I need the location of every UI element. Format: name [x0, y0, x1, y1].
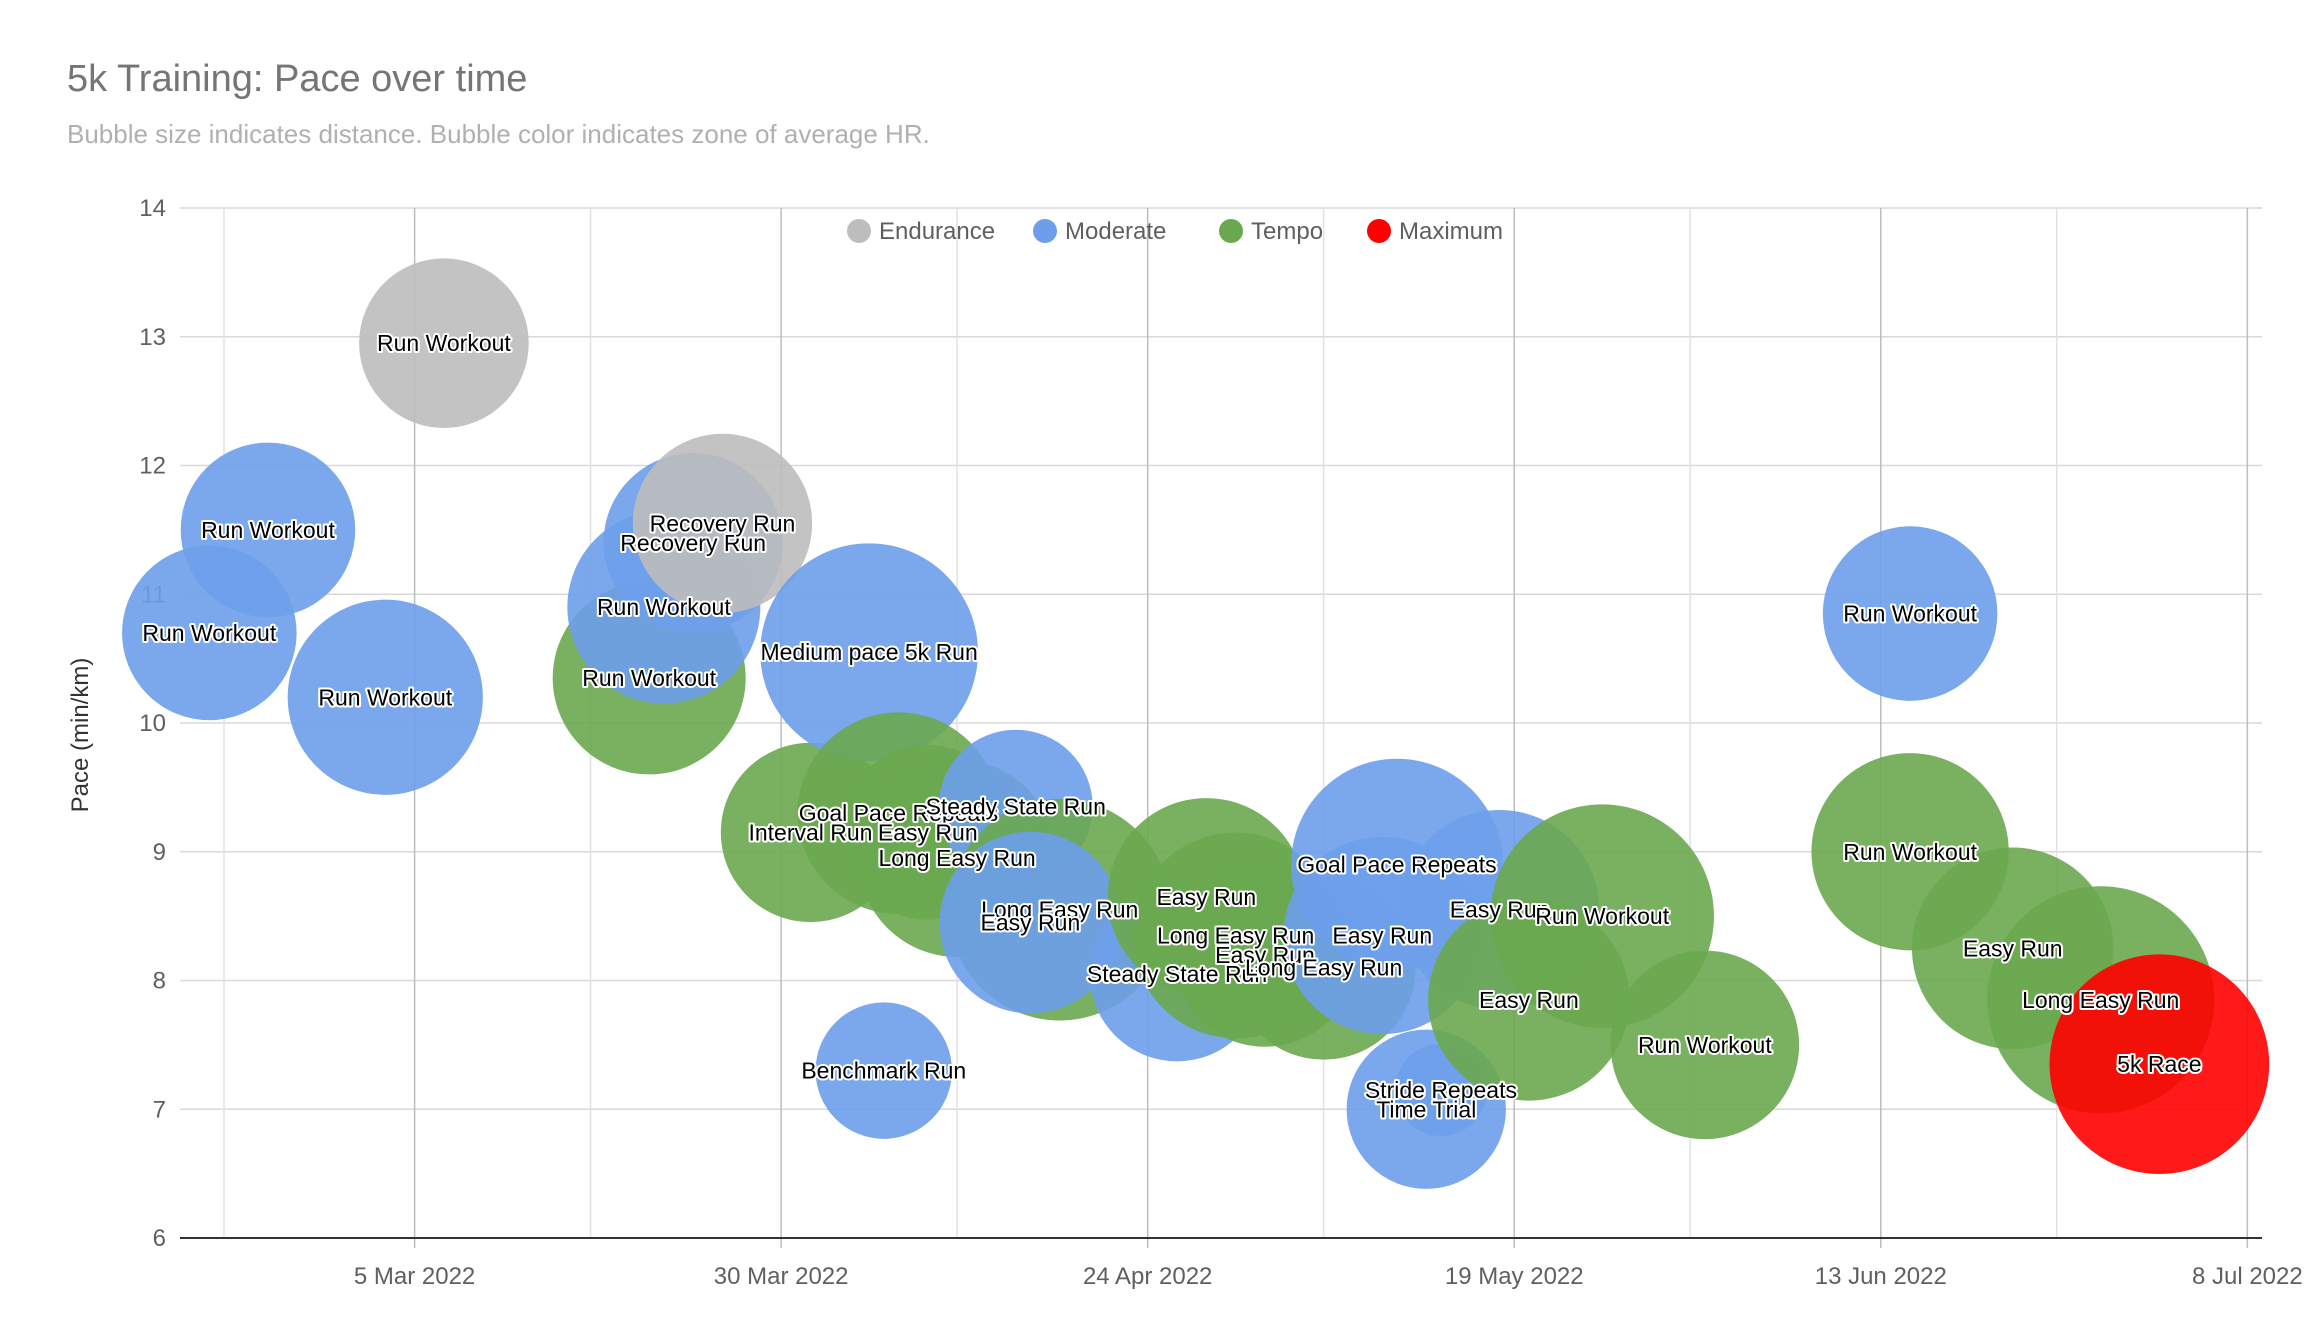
bubble-label: Run Workout	[582, 665, 716, 691]
bubble-label: Long Easy Run	[1245, 955, 1402, 981]
legend-swatch-maximum	[1367, 219, 1391, 243]
y-tick-label: 10	[139, 710, 166, 737]
bubble-label: Easy Run	[1332, 922, 1432, 948]
bubble-label: 5k Race	[2117, 1051, 2201, 1077]
bubble-label: Long Easy Run	[878, 845, 1035, 871]
bubble-labels: Run Workout Run Workout Run Workout Run Wor…	[140, 328, 2203, 1124]
y-tick-label: 14	[139, 195, 166, 222]
bubble-label: Easy Run	[1215, 942, 1315, 968]
bubble-label: Easy Run	[1156, 884, 1256, 910]
bubble-label: Goal Pace Repeats	[799, 800, 998, 826]
bubble-label: Easy Run	[1479, 987, 1579, 1013]
x-tick-label: 24 Apr 2022	[1083, 1263, 1212, 1290]
legend-swatch-endurance	[847, 219, 871, 243]
legend-swatch-moderate	[1033, 219, 1057, 243]
bubble-label: Run Workout	[1535, 903, 1669, 929]
bubble-moderate	[939, 831, 1122, 1014]
bubble-label: Time Trial	[1376, 1096, 1476, 1122]
bubble-label: Benchmark Run	[801, 1058, 966, 1084]
bubble-label: Steady State Run	[926, 794, 1106, 820]
x-tick-label: 19 May 2022	[1445, 1263, 1584, 1290]
bubble-label: Stride Repeats	[1365, 1077, 1517, 1103]
bubble-label: Recovery Run	[650, 510, 796, 536]
bubble-label: Run Workout	[377, 330, 511, 356]
y-tick-label: 12	[139, 453, 166, 480]
legend: Endurance Moderate Tempo Maximum	[847, 218, 1503, 245]
y-tick-label: 9	[153, 839, 166, 866]
bubble-label: Goal Pace Repeats	[1297, 852, 1496, 878]
bubble-moderate	[760, 543, 978, 762]
bubble-label: Easy Run	[1963, 935, 2063, 961]
bubble-label: Steady State Run	[1087, 961, 1267, 987]
legend-label-tempo: Tempo	[1251, 218, 1323, 245]
y-tick-label: 6	[153, 1225, 166, 1252]
bubble-label: Run Workout	[142, 620, 276, 646]
bubble-tempo	[1610, 950, 1800, 1140]
y-tick-label: 13	[139, 324, 166, 351]
bubble-label: Long Easy Run	[1157, 922, 1314, 948]
bubble-endurance	[632, 433, 813, 614]
chart-subtitle: Bubble size indicates distance. Bubble c…	[67, 119, 930, 149]
bubble-label: Medium pace 5k Run	[760, 639, 977, 665]
x-tick-label: 5 Mar 2022	[354, 1263, 475, 1290]
bubble-maximum	[2049, 954, 2270, 1175]
bubble-label: Long Easy Run	[2022, 987, 2179, 1013]
bubble-label: Interval Run	[748, 819, 872, 845]
bubble-label: Run Workout	[1638, 1032, 1772, 1058]
bubble-label: Easy Run	[981, 910, 1081, 936]
bubble-label: Run Workout	[597, 594, 731, 620]
y-axis-title: Pace (min/km)	[67, 658, 94, 813]
x-tick-label: 13 Jun 2022	[1815, 1263, 1947, 1290]
legend-label-moderate: Moderate	[1065, 218, 1166, 245]
bubble-label: Run Workout	[318, 684, 452, 710]
bubble-label: Run Workout	[1843, 839, 1977, 865]
legend-swatch-tempo	[1219, 219, 1243, 243]
chart-title: 5k Training: Pace over time	[67, 58, 528, 100]
legend-label-endurance: Endurance	[879, 218, 995, 245]
bubble-moderate	[1822, 526, 1998, 701]
y-tick-label: 7	[153, 1096, 166, 1123]
bubble-label: Run Workout	[201, 517, 335, 543]
bubble-moderate	[180, 442, 356, 618]
bubble-label: Easy Run	[1450, 897, 1550, 923]
y-tick-label: 8	[153, 968, 166, 995]
legend-label-maximum: Maximum	[1399, 218, 1503, 245]
bubble-moderate	[815, 1002, 953, 1139]
x-tick-label: 8 Jul 2022	[2192, 1263, 2303, 1290]
bubble-endurance	[359, 258, 529, 429]
bubble-label: Easy Run	[878, 819, 978, 845]
bubble-moderate	[287, 599, 483, 795]
bubbles	[122, 258, 2270, 1189]
bubble-label: Run Workout	[1843, 601, 1977, 627]
x-tick-label: 30 Mar 2022	[714, 1263, 849, 1290]
bubble-label: Recovery Run	[620, 530, 766, 556]
bubble-label: Long Easy Run	[981, 897, 1138, 923]
